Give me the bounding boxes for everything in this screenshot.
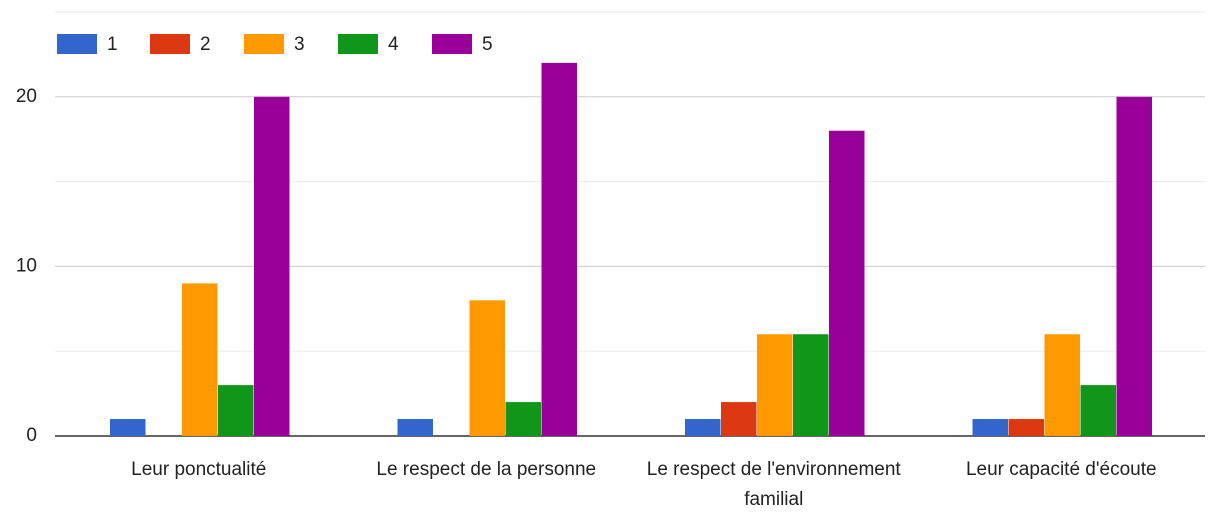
y-tick-label: 0 — [26, 425, 37, 446]
bar — [110, 419, 146, 436]
bar — [1008, 419, 1044, 436]
y-tick-label: 10 — [16, 255, 37, 276]
x-tick-label: Le respect de l'environnement familial — [646, 459, 901, 510]
bar — [972, 419, 1008, 436]
bar — [1080, 385, 1116, 436]
bar — [829, 130, 865, 436]
legend-swatch — [57, 34, 97, 54]
bar — [685, 419, 721, 436]
legend-swatch — [244, 34, 284, 54]
legend-label: 1 — [107, 34, 118, 55]
x-tick-label: Leur ponctualité — [131, 459, 267, 480]
bar — [254, 96, 290, 437]
bar — [469, 300, 505, 436]
legend-swatch — [432, 34, 472, 54]
bar — [505, 402, 541, 436]
bar — [721, 402, 757, 436]
bar — [218, 385, 254, 436]
bar — [397, 419, 433, 436]
bar — [1044, 334, 1080, 436]
legend-label: 5 — [482, 34, 493, 55]
bar — [1116, 96, 1152, 437]
bar — [757, 334, 793, 436]
bar — [182, 283, 218, 436]
bar — [541, 62, 577, 436]
bar — [793, 334, 829, 436]
x-tick-label: Leur capacité d'écoute — [965, 459, 1157, 480]
x-tick-label: Le respect de la personne — [376, 459, 597, 480]
legend-label: 4 — [388, 34, 399, 55]
y-tick-label: 20 — [16, 86, 37, 107]
legend-label: 2 — [200, 34, 211, 55]
legend-swatch — [150, 34, 190, 54]
legend-label: 3 — [294, 34, 305, 55]
legend-swatch — [338, 34, 378, 54]
